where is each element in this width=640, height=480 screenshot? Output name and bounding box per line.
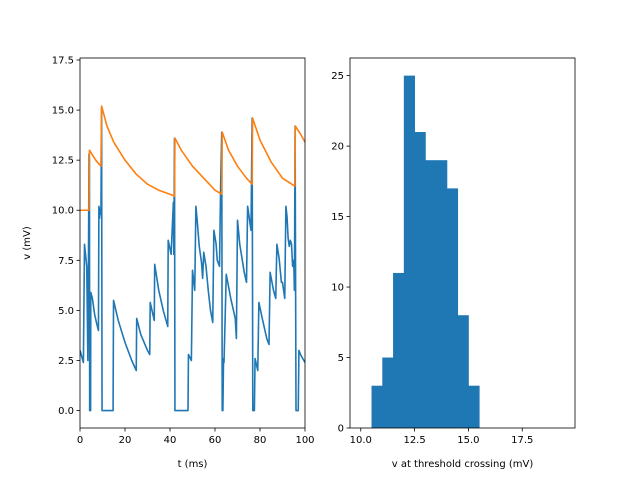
y-tick-label: 10 — [331, 283, 344, 294]
plot-frame — [349, 57, 576, 429]
histogram-bar — [382, 357, 394, 428]
x-tick-label: 15.0 — [457, 435, 479, 446]
x-tick-label: 20 — [119, 435, 132, 446]
y-tick-label: 0 — [338, 424, 344, 435]
x-tick-label: 12.5 — [403, 435, 425, 446]
y-tick-label: 0.0 — [58, 406, 74, 417]
histogram-bar — [457, 315, 469, 428]
histogram-bar — [393, 272, 405, 428]
y-tick-label: 20 — [331, 142, 344, 153]
y-tick-label: 5 — [338, 353, 344, 364]
plot-frame — [79, 57, 306, 429]
x-tick-label: 60 — [209, 435, 222, 446]
y-tick-label: 2.5 — [58, 356, 74, 367]
histogram-bar — [436, 160, 448, 428]
histogram-bar — [371, 385, 383, 428]
y-tick-label: 10.0 — [52, 206, 74, 217]
y-axis-label: v (mV) — [22, 226, 33, 260]
y-tick-label: 12.5 — [52, 156, 74, 167]
time-series-panel: 0 20 40 60 80 100 0.0 2.5 5.0 7.5 10.0 12.5 15.0 17.5… — [22, 56, 315, 470]
histogram-bar — [414, 132, 426, 428]
y-tick-label: 15.0 — [52, 106, 74, 117]
y-tick-label: 5.0 — [58, 306, 74, 317]
x-tick-label: 100 — [295, 435, 314, 446]
histogram-panel: 10.0 12.5 15.0 17.5 0 5 10 15 20 25 v at threshold… — [331, 57, 576, 470]
x-axis-label: t (ms) — [178, 459, 208, 470]
series-group — [80, 105, 305, 412]
x-tick-label: 40 — [164, 435, 177, 446]
y-tick-label: 7.5 — [58, 256, 74, 267]
y-tick-label: 25 — [331, 71, 344, 82]
x-tick-label: 10.0 — [350, 435, 372, 446]
membrane-voltage-line — [80, 107, 305, 412]
x-tick-label: 0 — [77, 435, 83, 446]
threshold-line — [80, 105, 305, 212]
x-tick-label: 80 — [254, 435, 267, 446]
histogram-bar — [403, 75, 415, 428]
x-tick-label: 17.5 — [511, 435, 533, 446]
histogram-bar — [468, 385, 480, 428]
histogram-bar — [446, 188, 459, 428]
y-tick-label: 17.5 — [52, 56, 74, 67]
histogram-bar — [425, 160, 437, 428]
x-axis-label: v at threshold crossing (mV) — [392, 459, 534, 470]
y-tick-label: 15 — [331, 212, 344, 223]
